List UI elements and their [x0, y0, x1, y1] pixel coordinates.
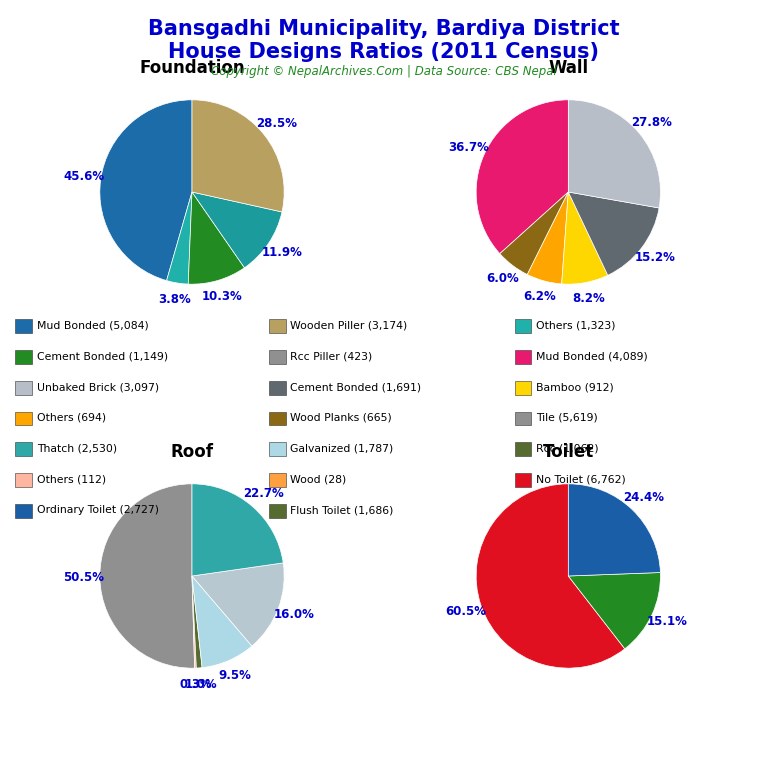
Text: 45.6%: 45.6% [64, 170, 105, 184]
Text: 6.2%: 6.2% [523, 290, 556, 303]
Text: Wood Planks (665): Wood Planks (665) [290, 413, 392, 423]
Text: Wood (28): Wood (28) [290, 475, 346, 485]
Wedge shape [192, 100, 284, 212]
Wedge shape [192, 192, 282, 268]
Text: Mud Bonded (5,084): Mud Bonded (5,084) [37, 321, 149, 331]
Text: 1.0%: 1.0% [184, 678, 217, 691]
Text: 6.0%: 6.0% [486, 272, 519, 285]
Title: Toilet: Toilet [543, 442, 594, 461]
Text: 15.2%: 15.2% [634, 251, 675, 264]
Wedge shape [500, 192, 568, 274]
Wedge shape [568, 572, 660, 649]
Wedge shape [476, 100, 568, 253]
Text: 0.3%: 0.3% [180, 678, 213, 691]
Text: House Designs Ratios (2011 Census): House Designs Ratios (2011 Census) [168, 42, 600, 62]
Text: Wooden Piller (3,174): Wooden Piller (3,174) [290, 321, 408, 331]
Text: 15.1%: 15.1% [647, 615, 687, 628]
Wedge shape [100, 484, 194, 668]
Wedge shape [192, 576, 252, 667]
Text: 9.5%: 9.5% [219, 669, 252, 682]
Text: Others (1,323): Others (1,323) [536, 321, 616, 331]
Wedge shape [100, 100, 192, 280]
Text: 36.7%: 36.7% [449, 141, 489, 154]
Text: 22.7%: 22.7% [243, 488, 283, 500]
Wedge shape [167, 192, 192, 284]
Text: Tile (5,619): Tile (5,619) [536, 413, 598, 423]
Text: Others (112): Others (112) [37, 475, 106, 485]
Text: 27.8%: 27.8% [631, 115, 672, 128]
Wedge shape [568, 100, 660, 208]
Text: Unbaked Brick (3,097): Unbaked Brick (3,097) [37, 382, 159, 392]
Wedge shape [528, 192, 568, 284]
Text: 16.0%: 16.0% [273, 607, 314, 621]
Text: 50.5%: 50.5% [63, 571, 104, 584]
Text: Bamboo (912): Bamboo (912) [536, 382, 614, 392]
Title: Roof: Roof [170, 442, 214, 461]
Text: 11.9%: 11.9% [262, 247, 303, 259]
Title: Foundation: Foundation [139, 58, 245, 77]
Text: Galvanized (1,787): Galvanized (1,787) [290, 444, 393, 454]
Text: Copyright © NepalArchives.Com | Data Source: CBS Nepal: Copyright © NepalArchives.Com | Data Sou… [211, 65, 557, 78]
Wedge shape [192, 576, 197, 668]
Text: No Toilet (6,762): No Toilet (6,762) [536, 475, 626, 485]
Wedge shape [188, 192, 244, 284]
Text: Mud Bonded (4,089): Mud Bonded (4,089) [536, 352, 648, 362]
Text: Rcc Piller (423): Rcc Piller (423) [290, 352, 372, 362]
Wedge shape [561, 192, 607, 284]
Wedge shape [568, 484, 660, 576]
Title: Wall: Wall [548, 58, 588, 77]
Wedge shape [476, 484, 625, 668]
Text: Flush Toilet (1,686): Flush Toilet (1,686) [290, 505, 394, 515]
Text: Bansgadhi Municipality, Bardiya District: Bansgadhi Municipality, Bardiya District [148, 19, 620, 39]
Wedge shape [192, 576, 202, 668]
Text: Cement Bonded (1,691): Cement Bonded (1,691) [290, 382, 422, 392]
Text: Cement Bonded (1,149): Cement Bonded (1,149) [37, 352, 168, 362]
Text: Ordinary Toilet (2,727): Ordinary Toilet (2,727) [37, 505, 159, 515]
Text: 24.4%: 24.4% [624, 492, 664, 504]
Text: 10.3%: 10.3% [202, 290, 243, 303]
Wedge shape [192, 484, 283, 576]
Text: Thatch (2,530): Thatch (2,530) [37, 444, 117, 454]
Text: 3.8%: 3.8% [158, 293, 191, 306]
Text: Rcc (1,062): Rcc (1,062) [536, 444, 599, 454]
Text: Others (694): Others (694) [37, 413, 106, 423]
Wedge shape [192, 563, 284, 646]
Text: 60.5%: 60.5% [445, 604, 486, 617]
Wedge shape [568, 192, 659, 275]
Text: 8.2%: 8.2% [572, 293, 604, 306]
Text: 28.5%: 28.5% [257, 118, 297, 131]
